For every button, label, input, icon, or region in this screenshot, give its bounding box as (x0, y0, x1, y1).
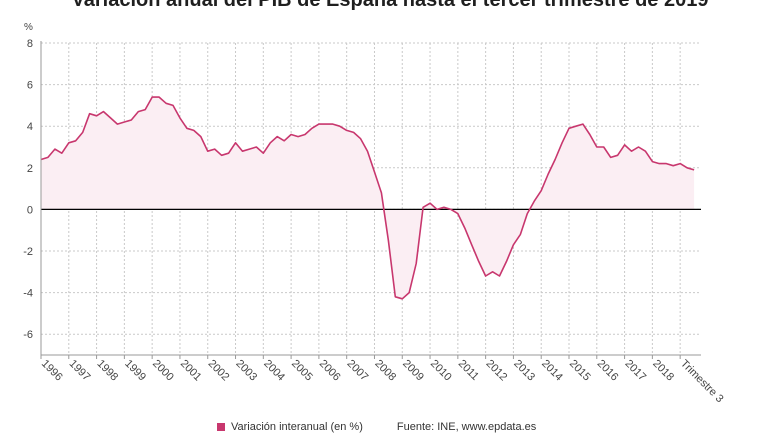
legend: Variación interanual (en %) Fuente: INE,… (217, 421, 536, 433)
axes (40, 41, 701, 356)
chart-title: Variación anual del PIB de España hasta … (71, 0, 709, 11)
y-tick-label: 8 (27, 38, 33, 50)
x-tick-label: 2006 (317, 358, 343, 384)
y-tick-label: 6 (27, 80, 33, 92)
x-tick-label: 2003 (233, 358, 259, 384)
legend-label: Variación interanual (en %) (231, 421, 363, 433)
y-tick-label: -4 (23, 288, 33, 300)
x-tick-label: 2013 (511, 358, 537, 384)
legend-swatch (217, 423, 225, 431)
series-area (41, 97, 695, 299)
x-tick-label: 2018 (650, 358, 676, 384)
x-tick-label: 2001 (178, 358, 204, 384)
x-tick-label: 2015 (567, 358, 593, 384)
y-axis-unit-label: % (24, 22, 33, 33)
x-tick-labels: 1996 1997 1998 1999 2000 2001 2002 2003 2004 2005… (39, 355, 726, 405)
x-tick-label: 2007 (345, 358, 371, 384)
x-tick-label: 2000 (150, 358, 176, 384)
x-tick-label: Trimestre 3 (678, 358, 726, 406)
x-tick-label: 1996 (39, 358, 65, 384)
x-tick-label: 1999 (122, 358, 148, 384)
x-tick-label: 1998 (94, 358, 120, 384)
series-line-path (40, 96, 695, 300)
x-tick-label: 2017 (622, 358, 648, 384)
series-area-fill (41, 97, 695, 299)
x-tick-label: 2004 (261, 358, 287, 384)
x-tick-label: 2011 (456, 358, 481, 383)
y-tick-label: 2 (27, 163, 33, 175)
x-tick-label: 2005 (289, 358, 315, 384)
y-tick-label: -6 (23, 329, 33, 341)
y-tick-label: 0 (27, 204, 33, 216)
y-tick-labels: -6 -4 -2 0 2 4 6 8 (23, 38, 33, 341)
x-tick-label: 1997 (67, 358, 93, 384)
x-tick-label: 2009 (400, 358, 426, 384)
x-tick-label: 2010 (428, 358, 454, 384)
x-tick-label: 2012 (484, 358, 510, 384)
y-tick-label: 4 (27, 121, 33, 133)
x-tick-label: 2008 (372, 358, 398, 384)
series-line (40, 96, 695, 300)
source-note: Fuente: INE, www.epdata.es (396, 421, 537, 433)
x-tick-label: 2016 (595, 358, 621, 384)
y-tick-label: -2 (23, 246, 33, 258)
x-tick-label: 2014 (539, 358, 565, 384)
x-tick-label: 2002 (206, 358, 232, 384)
